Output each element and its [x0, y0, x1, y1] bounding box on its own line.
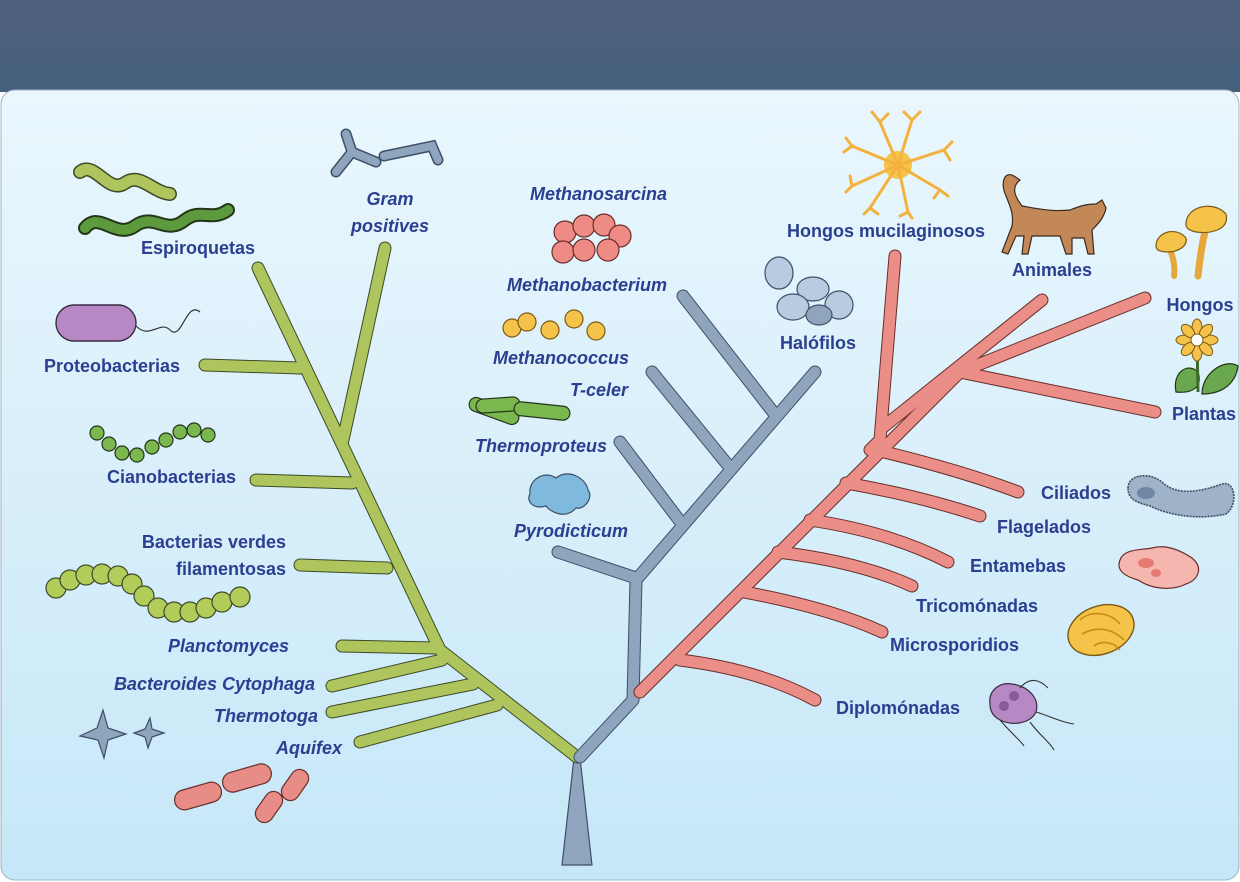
header-strip [0, 62, 1240, 92]
label-hongos-mucilaginosos: Hongos mucilaginosos [787, 221, 985, 241]
label-halofilos: Halófilos [780, 333, 856, 353]
label-methanosarcina: Methanosarcina [530, 184, 667, 204]
label-methanobacterium: Methanobacterium [507, 275, 667, 295]
star-bacteria-icon [78, 707, 166, 761]
label-animales: Animales [1012, 260, 1092, 280]
proteobacteria-icon [55, 304, 201, 342]
label-methanococcus: Methanococcus [493, 348, 629, 368]
label-gram-line2: positives [350, 216, 429, 236]
label-ciliados: Ciliados [1041, 483, 1111, 503]
label-diplomonadas: Diplomónadas [836, 698, 960, 718]
label-cianobacterias: Cianobacterias [107, 467, 236, 487]
microsporidia-icon [1067, 603, 1135, 657]
label-planctomyces: Planctomyces [168, 636, 289, 656]
label-gram-line1: Gram [366, 189, 413, 209]
thermoproteus-icon [468, 396, 571, 426]
spirochete-icon [73, 162, 235, 237]
label-bacterias-verdes-line1: Bacterias verdes [142, 532, 286, 552]
label-bacteroides: Bacteroides Cytophaga [114, 674, 315, 694]
label-bacterias-verdes-line2: filamentosas [176, 559, 286, 579]
methanosarcina-icon [551, 213, 632, 264]
label-thermotoga: Thermotoga [214, 706, 318, 726]
label-aquifex: Aquifex [275, 738, 343, 758]
label-hongos: Hongos [1167, 295, 1234, 315]
amoeba-icon [1118, 546, 1200, 589]
diagram-panel [0, 89, 1240, 881]
label-tricomonadas: Tricomónadas [916, 596, 1038, 616]
mushroom-icon [1155, 205, 1228, 280]
methanococcus-icon [502, 309, 606, 341]
gram-positive-icon [330, 128, 444, 178]
eukarya-branches [633, 249, 1162, 707]
labels: Espiroquetas Gram positives Proteobacter… [44, 184, 1236, 758]
label-entamebas: Entamebas [970, 556, 1066, 576]
bacteria-branches [198, 241, 584, 764]
label-proteobacterias: Proteobacterias [44, 356, 180, 376]
ciliate-icon [1127, 475, 1235, 518]
cyanobacteria-icon [89, 422, 216, 463]
cat-icon [1001, 174, 1107, 255]
label-flagelados: Flagelados [997, 517, 1091, 537]
label-t-celer: T-celer [570, 380, 629, 400]
label-espiroquetas: Espiroquetas [141, 238, 255, 258]
rod-bacteria-icon [173, 763, 310, 824]
green-filamentous-icon [45, 563, 251, 623]
slime-mold-icon [842, 110, 954, 220]
halophile-icon [764, 256, 854, 326]
label-thermoproteus: Thermoproteus [475, 436, 607, 456]
diplomonad-icon [989, 679, 1075, 751]
label-microsporidios: Microsporidios [890, 635, 1019, 655]
label-plantas: Plantas [1172, 404, 1236, 424]
archaea-branches [551, 289, 822, 764]
label-pyrodicticum: Pyrodicticum [514, 521, 628, 541]
pyrodicticum-icon [528, 473, 591, 515]
flower-icon [1174, 318, 1239, 395]
